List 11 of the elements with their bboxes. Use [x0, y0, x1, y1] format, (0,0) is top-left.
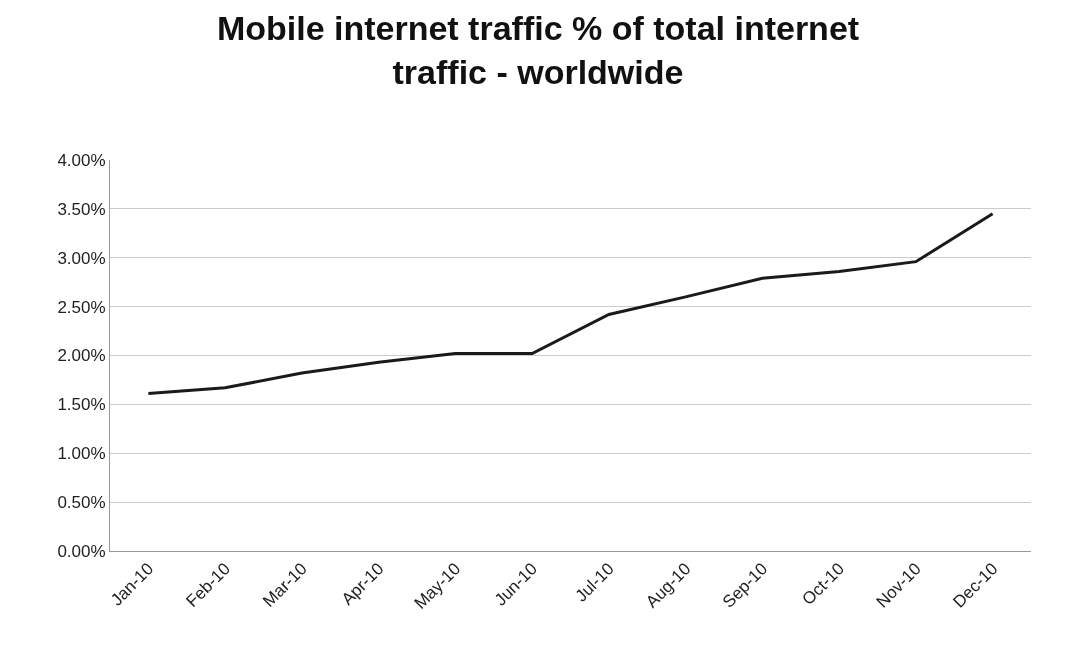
y-tick-label: 1.00% — [57, 444, 106, 464]
y-tick-label: 4.00% — [57, 150, 106, 170]
y-tick-label: 3.50% — [57, 199, 106, 219]
y-tick-label: 0.50% — [57, 493, 106, 513]
y-tick-label: 3.00% — [57, 248, 106, 268]
y-tick-label: 1.50% — [57, 395, 106, 415]
y-tick-label: 2.00% — [57, 346, 106, 366]
line-series — [146, 212, 995, 396]
y-tick-label: 0.00% — [57, 541, 106, 561]
y-tick-label: 2.50% — [57, 297, 106, 317]
chart-title: Mobile internet traffic % of total internet traffic - worldwide — [216, 8, 860, 91]
